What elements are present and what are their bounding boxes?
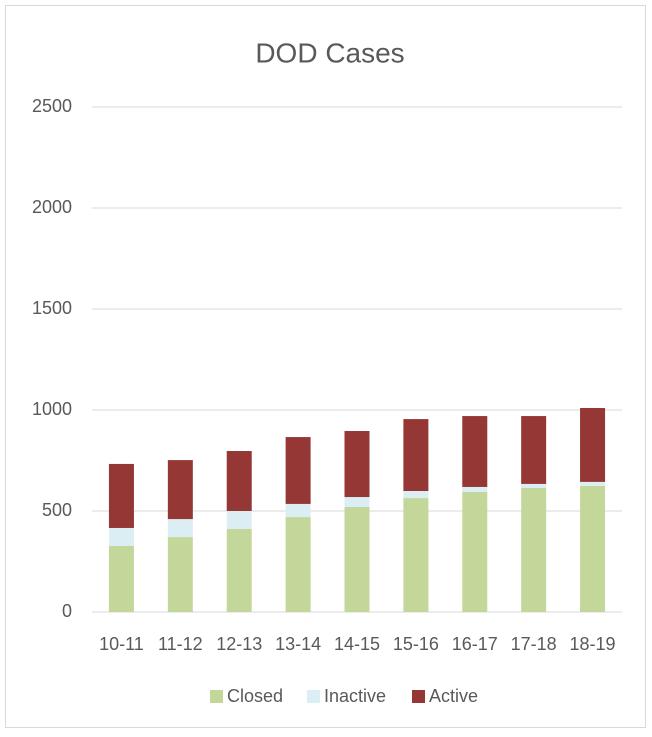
x-tick-label: 13-14 — [275, 634, 321, 654]
legend-swatch — [307, 690, 320, 703]
chart-border — [5, 5, 646, 728]
bar-segment — [344, 506, 370, 612]
bar-segment — [285, 517, 311, 612]
y-tick-label: 1000 — [32, 399, 72, 419]
legend-label: Inactive — [324, 686, 386, 706]
bar-segment — [403, 419, 429, 492]
bar-segment — [285, 437, 311, 504]
bar-segment — [167, 460, 193, 520]
bar-segment — [462, 486, 488, 493]
y-tick-label: 500 — [42, 500, 72, 520]
y-tick-label: 1500 — [32, 298, 72, 318]
x-tick-label: 12-13 — [216, 634, 262, 654]
bar-segment — [226, 451, 252, 511]
x-tick-label: 15-16 — [393, 634, 439, 654]
bar-segment — [226, 511, 252, 529]
x-tick-label: 18-19 — [570, 634, 616, 654]
bar-segment — [403, 498, 429, 612]
bar-segment — [580, 485, 606, 612]
bar-segment — [462, 416, 488, 487]
x-tick-label: 17-18 — [511, 634, 557, 654]
bar-segment — [344, 431, 370, 498]
bar-segment — [521, 416, 547, 484]
bar-segment — [108, 463, 134, 528]
legend-swatch — [412, 690, 425, 703]
chart-title: DOD Cases — [255, 37, 404, 68]
bar-segment — [108, 527, 134, 546]
bar-segment — [285, 503, 311, 518]
bar-segment — [167, 519, 193, 538]
bar-segment — [462, 492, 488, 612]
bar-segment — [167, 537, 193, 612]
y-tick-label: 2000 — [32, 197, 72, 217]
bar-segment — [580, 407, 606, 482]
bar-segment — [108, 545, 134, 612]
bar-segment — [521, 483, 547, 488]
bar-segment — [226, 528, 252, 612]
x-tick-label: 16-17 — [452, 634, 498, 654]
legend-swatch — [210, 690, 223, 703]
bar-segment — [580, 481, 606, 486]
y-tick-label: 2500 — [32, 96, 72, 116]
legend-label: Active — [429, 686, 478, 706]
bar-segment — [521, 487, 547, 612]
y-tick-label: 0 — [62, 601, 72, 621]
x-tick-label: 11-12 — [158, 634, 203, 654]
bar-segment — [403, 491, 429, 499]
bar-segment — [344, 497, 370, 507]
x-tick-label: 10-11 — [99, 634, 144, 654]
legend-label: Closed — [227, 686, 283, 706]
x-tick-label: 14-15 — [334, 634, 380, 654]
